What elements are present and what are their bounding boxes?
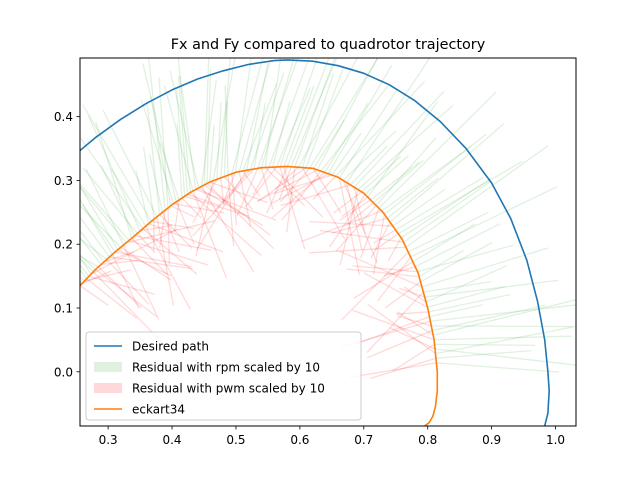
- legend-label: Residual with rpm scaled by 10: [132, 361, 320, 375]
- legend: Desired path Residual with rpm scaled by …: [86, 332, 361, 420]
- rpm-residual-arrow: [5, 171, 87, 278]
- legend-label: Residual with pwm scaled by 10: [132, 382, 325, 396]
- y-tick-label: 0.3: [54, 174, 73, 188]
- x-tick-label: 0.5: [226, 433, 245, 447]
- legend-patch-swatch: [94, 383, 122, 393]
- legend-box: [86, 332, 361, 420]
- y-tick-label: 0.1: [54, 302, 73, 316]
- x-tick-label: 0.3: [99, 433, 118, 447]
- y-tick-label: 0.2: [54, 238, 73, 252]
- chart-title: Fx and Fy compared to quadrotor trajecto…: [171, 37, 486, 53]
- legend-label: eckart34: [132, 403, 185, 417]
- y-tick-label: 0.4: [54, 110, 73, 124]
- x-tick-label: 0.8: [418, 433, 437, 447]
- x-tick-label: 0.7: [354, 433, 373, 447]
- legend-patch-swatch: [94, 362, 122, 372]
- x-tick-label: 0.4: [162, 433, 181, 447]
- x-axis: 0.3 0.4 0.5 0.6 0.7 0.8 0.9 1.0: [99, 426, 566, 447]
- rpm-residual-arrow: [0, 221, 80, 286]
- rpm-residual-arrow: [3, 170, 89, 277]
- y-axis: 0.0 0.1 0.2 0.3 0.4: [54, 110, 80, 379]
- y-tick-label: 0.0: [54, 365, 73, 379]
- x-tick-label: 0.9: [482, 433, 501, 447]
- legend-label: Desired path: [132, 340, 209, 354]
- x-tick-label: 0.6: [290, 433, 309, 447]
- x-tick-label: 1.0: [546, 433, 565, 447]
